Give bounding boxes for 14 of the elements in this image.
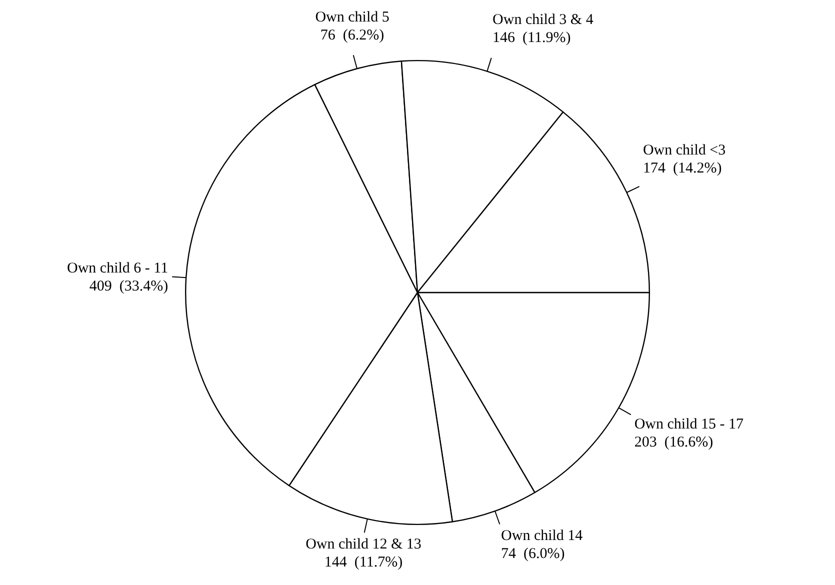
data-label: 146 (11.9%) [492,30,571,46]
data-label: 174 (14.2%) [642,160,722,177]
slice-label: Own child <3 [642,142,726,159]
data-label: 409 (33.4%) [89,278,168,294]
slice-label: Own child 6 - 11 [67,260,168,276]
slice-label: Own child 12 & 13 [306,536,422,552]
slice-label: Own child 15 - 17 [634,416,744,433]
data-label: 76 (6.2%) [320,27,384,44]
data-label: 74 (6.0%) [501,546,565,562]
slice-label: Own child 3 & 4 [492,12,594,28]
slice-label: Own child 5 [315,9,390,26]
data-label: 144 (11.7%) [324,554,403,570]
data-label: 203 (16.6%) [634,434,714,451]
slice-label: Own child 14 [501,528,584,544]
